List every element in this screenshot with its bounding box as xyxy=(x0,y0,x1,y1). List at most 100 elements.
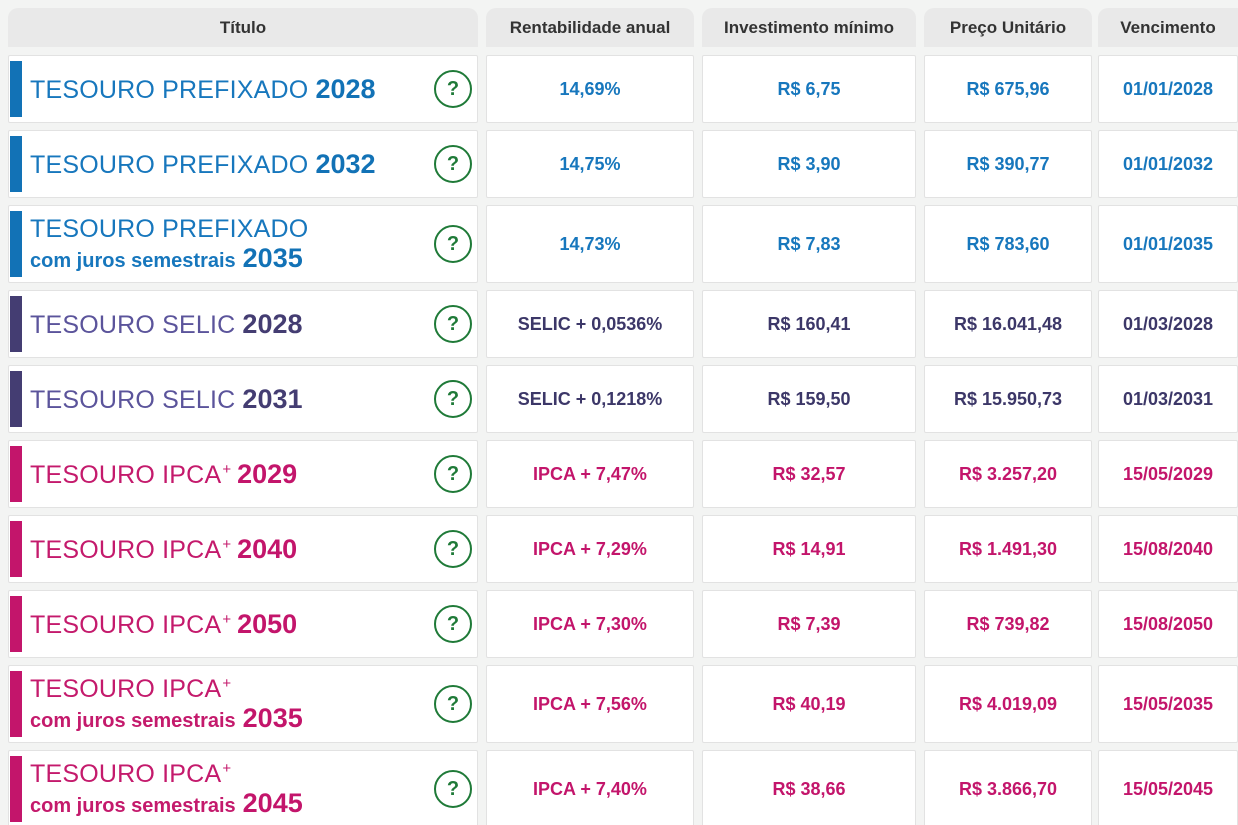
min-investment-cell: R$ 159,50 xyxy=(702,365,916,433)
rate-value: IPCA + 7,40% xyxy=(533,778,647,799)
bond-row[interactable]: TESOURO IPCA+2045 com juros semestrais 2… xyxy=(8,750,1238,825)
bond-title-line1: TESOURO SELIC 2028 xyxy=(30,310,303,338)
column-header-preco-unitario: Preço Unitário xyxy=(924,8,1092,47)
bond-title: TESOURO PREFIXADO2035 com juros semestra… xyxy=(30,216,309,272)
bond-title-line2: com juros semestrais 2035 xyxy=(30,244,309,272)
min-investment-value: R$ 3,90 xyxy=(777,153,841,174)
help-icon[interactable]: ? xyxy=(434,455,472,493)
bond-title: TESOURO IPCA+2050 2050 xyxy=(30,610,297,638)
bond-sup-plus: + xyxy=(222,460,232,478)
help-icon[interactable]: ? xyxy=(434,305,472,343)
unit-price-value: R$ 3.866,70 xyxy=(958,778,1058,799)
bond-title-cell[interactable]: TESOURO PREFIXADO2035 com juros semestra… xyxy=(8,205,478,283)
unit-price-value: R$ 4.019,09 xyxy=(958,693,1058,714)
bond-year: 2028 xyxy=(242,308,303,339)
rate-value: 14,75% xyxy=(559,153,621,174)
bond-title-cell[interactable]: TESOURO IPCA+2035 com juros semestrais 2… xyxy=(8,665,478,743)
bond-year: 2032 xyxy=(315,148,376,179)
bond-title-line1: TESOURO IPCA+ 2040 xyxy=(30,535,297,563)
rate-value: 14,73% xyxy=(559,233,621,254)
maturity-cell: 15/05/2035 xyxy=(1098,665,1238,743)
bond-title-cell[interactable]: TESOURO IPCA+2045 com juros semestrais 2… xyxy=(8,750,478,825)
bond-title-cell[interactable]: TESOURO IPCA+2040 2040 ? xyxy=(8,515,478,583)
min-investment-value: R$ 32,57 xyxy=(772,463,846,484)
min-investment-value: R$ 6,75 xyxy=(777,78,841,99)
bond-color-bar xyxy=(10,671,22,737)
bond-name: TESOURO PREFIXADO xyxy=(30,150,309,179)
rate-cell: 14,75% xyxy=(486,130,694,198)
bond-title-cell[interactable]: TESOURO IPCA+2029 2029 ? xyxy=(8,440,478,508)
bond-subtitle: com juros semestrais xyxy=(30,794,236,817)
maturity-date: 01/01/2028 xyxy=(1122,78,1214,99)
help-icon[interactable]: ? xyxy=(434,770,472,808)
maturity-cell: 15/05/2029 xyxy=(1098,440,1238,508)
help-icon[interactable]: ? xyxy=(434,225,472,263)
rate-value: SELIC + 0,1218% xyxy=(517,388,663,409)
bond-title-line1: TESOURO PREFIXADO 2028 xyxy=(30,75,376,103)
rate-cell: SELIC + 0,0536% xyxy=(486,290,694,358)
help-icon[interactable]: ? xyxy=(434,145,472,183)
bond-year: 2045 xyxy=(242,787,303,818)
bond-subtitle: com juros semestrais xyxy=(30,709,236,732)
unit-price-cell: R$ 16.041,48 xyxy=(924,290,1092,358)
bond-name: TESOURO SELIC xyxy=(30,310,236,339)
bond-title-line1: TESOURO IPCA+ 2029 xyxy=(30,460,297,488)
bond-year: 2035 xyxy=(242,702,303,733)
rate-value: 14,69% xyxy=(559,78,621,99)
bond-year: 2031 xyxy=(242,383,303,414)
bond-sup-plus: + xyxy=(222,610,232,628)
bond-title-line1: TESOURO PREFIXADO 2032 xyxy=(30,150,376,178)
bond-title: TESOURO IPCA+2045 com juros semestrais 2… xyxy=(30,761,303,817)
maturity-cell: 15/08/2050 xyxy=(1098,590,1238,658)
unit-price-cell: R$ 675,96 xyxy=(924,55,1092,123)
maturity-date: 15/08/2050 xyxy=(1122,613,1214,634)
unit-price-value: R$ 675,96 xyxy=(966,78,1050,99)
rate-value: IPCA + 7,30% xyxy=(533,613,647,634)
help-icon[interactable]: ? xyxy=(434,70,472,108)
unit-price-value: R$ 783,60 xyxy=(966,233,1050,254)
table-header: Título Rentabilidade anual Investimento … xyxy=(8,8,1238,47)
bond-title-cell[interactable]: TESOURO IPCA+2050 2050 ? xyxy=(8,590,478,658)
bond-row[interactable]: TESOURO IPCA+2029 2029 ? IPCA + 7,47% R$… xyxy=(8,440,1238,508)
rate-cell: IPCA + 7,40% xyxy=(486,750,694,825)
min-investment-cell: R$ 160,41 xyxy=(702,290,916,358)
bond-row[interactable]: TESOURO IPCA+2035 com juros semestrais 2… xyxy=(8,665,1238,743)
bond-row[interactable]: TESOURO PREFIXADO2035 com juros semestra… xyxy=(8,205,1238,283)
maturity-cell: 01/01/2028 xyxy=(1098,55,1238,123)
rate-value: IPCA + 7,29% xyxy=(533,538,647,559)
maturity-date: 01/01/2032 xyxy=(1122,153,1214,174)
bond-year: 2035 xyxy=(242,242,303,273)
unit-price-value: R$ 739,82 xyxy=(966,613,1050,634)
unit-price-cell: R$ 1.491,30 xyxy=(924,515,1092,583)
bond-sup-plus: + xyxy=(222,674,232,692)
help-icon[interactable]: ? xyxy=(434,605,472,643)
bond-row[interactable]: TESOURO IPCA+2050 2050 ? IPCA + 7,30% R$… xyxy=(8,590,1238,658)
bond-name: TESOURO IPCA xyxy=(30,759,222,788)
bond-color-bar xyxy=(10,296,22,352)
bond-title-line1: TESOURO SELIC 2031 xyxy=(30,385,303,413)
min-investment-value: R$ 7,39 xyxy=(777,613,841,634)
help-icon[interactable]: ? xyxy=(434,530,472,568)
help-icon[interactable]: ? xyxy=(434,685,472,723)
maturity-cell: 01/01/2035 xyxy=(1098,205,1238,283)
min-investment-value: R$ 40,19 xyxy=(772,693,846,714)
bond-color-bar xyxy=(10,756,22,822)
bond-name: TESOURO IPCA xyxy=(30,610,222,639)
help-icon[interactable]: ? xyxy=(434,380,472,418)
bond-title: TESOURO IPCA+2035 com juros semestrais 2… xyxy=(30,676,303,732)
unit-price-cell: R$ 3.866,70 xyxy=(924,750,1092,825)
bond-row[interactable]: TESOURO IPCA+2040 2040 ? IPCA + 7,29% R$… xyxy=(8,515,1238,583)
bond-subtitle: com juros semestrais xyxy=(30,249,236,272)
